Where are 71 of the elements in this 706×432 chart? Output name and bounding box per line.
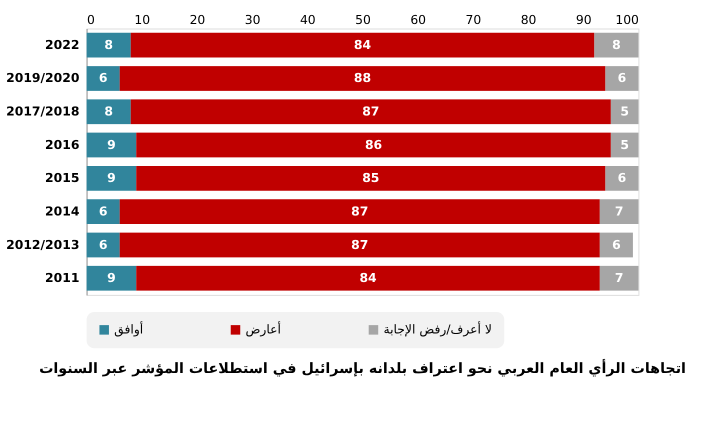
x-tick-label: 10 (134, 13, 150, 28)
bar (86, 266, 136, 291)
bar (86, 132, 136, 158)
bar (120, 232, 600, 258)
data-label: 9 (107, 171, 116, 186)
bar (130, 32, 594, 58)
data-label: 5 (620, 104, 629, 119)
bar (136, 132, 611, 158)
data-label: 7 (614, 271, 624, 286)
y-tick-label: 2016 (45, 138, 80, 152)
legend-label: أعارض (245, 320, 281, 338)
data-label: 87 (362, 104, 380, 119)
bar (610, 132, 638, 158)
data-label: 6 (618, 171, 626, 186)
bar (594, 32, 638, 58)
x-tick-label: 60 (410, 13, 426, 28)
x-tick-label: 20 (190, 13, 206, 28)
data-label: 6 (98, 71, 108, 86)
bar (86, 66, 120, 91)
bar (600, 199, 638, 224)
x-tick-label: 50 (355, 13, 371, 28)
data-label: 86 (364, 138, 382, 152)
bar (86, 166, 136, 191)
y-tick-label: 2012/2013 (6, 238, 80, 252)
x-tick-label: 30 (244, 13, 261, 28)
legend-label: أوافق (114, 320, 144, 338)
data-label: 88 (354, 71, 372, 86)
data-label: 8 (612, 38, 621, 52)
bar (130, 99, 611, 124)
bar (86, 232, 120, 258)
bar (86, 199, 120, 224)
y-tick-label: 2015 (45, 171, 80, 186)
bar (136, 166, 606, 191)
data-label: 6 (618, 71, 626, 86)
x-tick-label: 100 (615, 13, 640, 28)
bar (120, 66, 606, 91)
text: اتجاهات الرأي العام العربي نحو اعتراف بلدانه بإسرائيل في استطلاعات المؤشر عبر السنوات (39, 358, 686, 377)
data-label: 85 (362, 171, 380, 186)
data-label: 87 (351, 238, 368, 252)
data-label: 7 (614, 204, 624, 218)
legend-label: لا أعرف/رفض الإجابة (383, 320, 492, 338)
x-tick-label: 80 (520, 13, 537, 28)
data-label: 84 (359, 271, 378, 286)
bar (605, 166, 638, 191)
data-label: 6 (612, 238, 621, 252)
bar (600, 232, 633, 258)
x-tick-label: 70 (465, 13, 482, 28)
data-label: 84 (354, 38, 372, 52)
bar (120, 199, 600, 224)
y-tick-label: 2017/2018 (6, 104, 80, 119)
x-tick-label: 90 (576, 13, 592, 28)
x-tick-label: 0 (87, 13, 96, 28)
y-tick-label: 2014 (45, 204, 80, 218)
data-label: 87 (351, 204, 368, 218)
x-tick-label: 40 (300, 13, 316, 28)
bar (86, 32, 131, 58)
data-label: 5 (620, 138, 629, 152)
data-label: 8 (104, 38, 113, 52)
data-label: 6 (98, 204, 108, 218)
data-label: 6 (98, 238, 108, 252)
bar (86, 99, 131, 124)
data-label: 9 (107, 271, 116, 286)
y-tick-label: 2011 (45, 271, 80, 286)
data-label: 8 (104, 104, 113, 119)
data-label: 9 (107, 138, 116, 152)
y-tick-label: 2019/2020 (6, 71, 80, 86)
y-tick-label: 2022 (45, 38, 80, 52)
bar (136, 266, 600, 291)
bar (605, 66, 638, 91)
bar (610, 99, 638, 124)
bar (600, 266, 638, 291)
